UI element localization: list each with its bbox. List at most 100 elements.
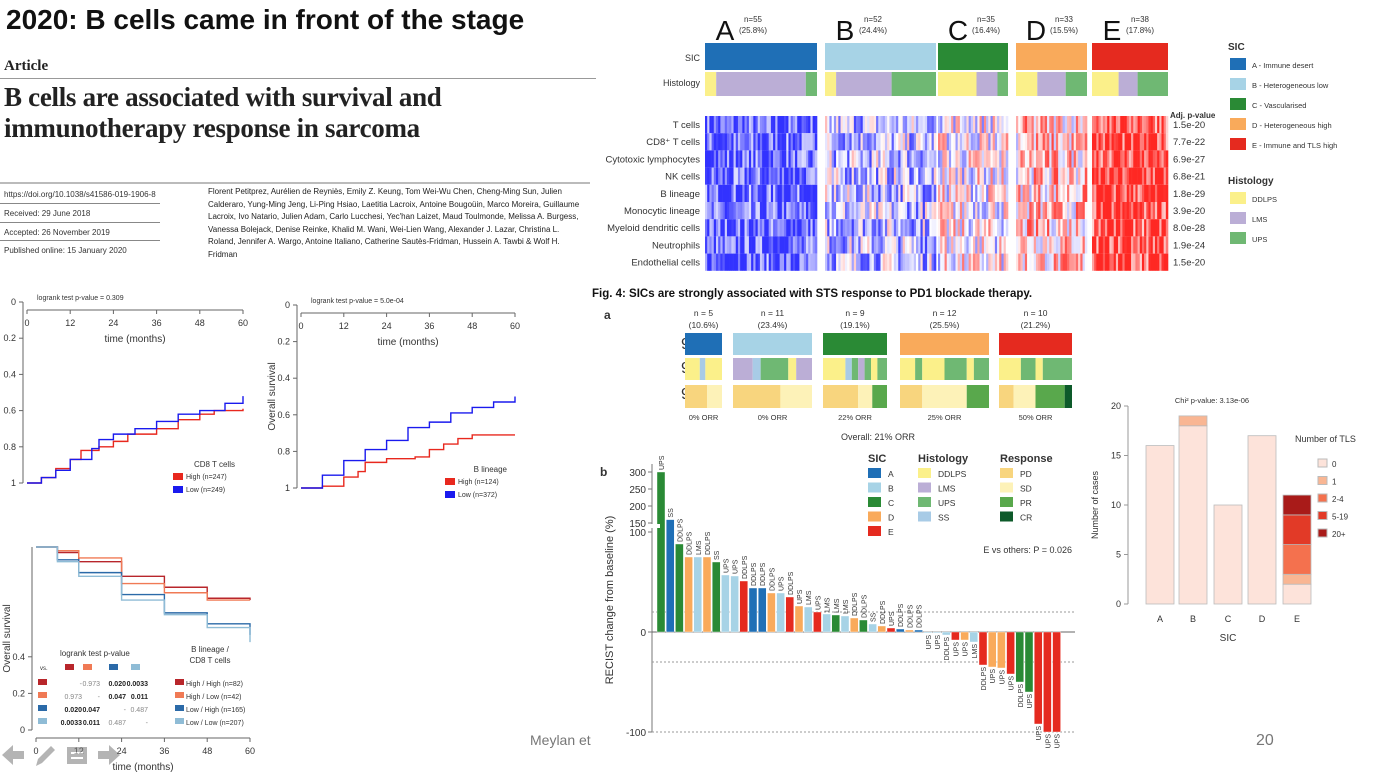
pvalue-row-swatch	[38, 679, 47, 685]
heatmap-cell	[759, 116, 763, 134]
heatmap-cell	[973, 253, 976, 271]
overall-orr: Overall: 21% ORR	[841, 432, 916, 442]
bar-histology-label: UPS	[797, 589, 804, 604]
heatmap-cell	[1122, 253, 1125, 271]
heatmap-cell	[1018, 116, 1021, 134]
heatmap-cell	[1069, 202, 1072, 220]
heatmap-cell	[1071, 202, 1074, 220]
heatmap-cell	[992, 219, 996, 237]
heatmap-cell	[1001, 116, 1004, 134]
heatmap-cell	[831, 202, 835, 220]
legend-label: SD	[1020, 484, 1032, 494]
heatmap-cell	[878, 236, 881, 254]
heatmap-cell	[711, 236, 715, 254]
heatmap-cell	[735, 253, 739, 271]
bar-histology-label: LMS	[843, 599, 850, 614]
heatmap-cell	[1139, 150, 1143, 168]
heatmap-cell	[849, 202, 852, 220]
waterfall-bar	[942, 631, 951, 636]
heatmap-cell	[795, 219, 798, 237]
heatmap-cell	[799, 236, 802, 254]
legend-swatch	[1000, 482, 1013, 493]
heatmap-cell	[1118, 253, 1121, 271]
heatmap-cell	[869, 253, 872, 271]
notes-icon[interactable]	[64, 742, 90, 768]
heatmap-cell	[1027, 219, 1030, 237]
heatmap-cell	[988, 167, 991, 185]
legend-swatch	[868, 497, 881, 507]
stacked-bar-segment	[1282, 573, 1312, 585]
group-n: n = 10	[1024, 308, 1048, 318]
waterfall-bar	[840, 615, 850, 633]
heatmap-cell	[1005, 150, 1009, 168]
heatmap-cell	[856, 133, 859, 151]
legend-swatch	[1000, 497, 1013, 507]
heatmap-cell	[731, 202, 734, 220]
heatmap-cell	[808, 219, 811, 237]
heatmap-cell	[748, 150, 752, 168]
bar-histology-label: LMS	[834, 598, 841, 613]
heatmap-cell	[1135, 236, 1138, 254]
heatmap-cell	[1040, 116, 1043, 134]
legend-swatch	[1317, 511, 1328, 520]
heatmap-cell	[962, 184, 965, 202]
legend-label: DDLPS	[938, 469, 967, 479]
heatmap-cell	[1150, 219, 1154, 237]
pen-icon[interactable]	[32, 742, 58, 768]
heatmap-cell	[836, 219, 839, 237]
legend-swatch	[173, 486, 183, 493]
heatmap-cell	[981, 133, 985, 151]
heatmap-cell	[1115, 167, 1119, 185]
next-arrow-icon[interactable]	[96, 742, 122, 768]
heatmap-cell	[833, 236, 837, 254]
heatmap-cell	[907, 133, 910, 151]
heatmap-cell	[867, 133, 870, 151]
heatmap-cell	[764, 167, 767, 185]
heatmap-cell	[1042, 253, 1046, 271]
heatmap-cell	[1080, 253, 1083, 271]
logrank-annotation: logrank test p-value = 0.309	[37, 295, 124, 302]
bar-histology-label: DDLPS	[705, 531, 712, 555]
heatmap-cell	[715, 253, 719, 271]
heatmap-cell	[1120, 236, 1123, 254]
heatmap-cell	[860, 116, 864, 134]
heatmap-cell	[842, 202, 846, 220]
heatmap-cell	[724, 184, 728, 202]
heatmap-cell	[882, 253, 886, 271]
heatmap-cell	[1062, 219, 1066, 237]
heatmap-cell	[1058, 116, 1061, 134]
heatmap-cell	[1152, 253, 1156, 271]
heatmap-cell	[983, 116, 987, 134]
heatmap-cell	[781, 133, 785, 151]
x-tick-label: 48	[467, 321, 477, 331]
heatmap-cell	[878, 253, 881, 271]
heatmap-cell	[862, 236, 866, 254]
legend-label: PD	[1020, 469, 1032, 479]
heatmap-cell	[931, 253, 935, 271]
heatmap-cell	[876, 133, 879, 151]
heatmap-cell	[1146, 219, 1149, 237]
previous-arrow-icon[interactable]	[0, 742, 26, 768]
heatmap-cell	[740, 184, 743, 202]
heatmap-cell	[829, 133, 832, 151]
heatmap-cell	[1051, 150, 1055, 168]
heatmap-cell	[825, 167, 828, 185]
heatmap-cell	[759, 219, 763, 237]
y-tick-label: 200	[629, 502, 646, 513]
heatmap-cell	[944, 202, 948, 220]
heatmap-cell	[858, 236, 861, 254]
y-tick-label: 300	[629, 468, 646, 479]
heatmap-cell	[715, 184, 719, 202]
heatmap-cell	[1047, 236, 1050, 254]
pvalue-cell: -	[80, 681, 83, 688]
heatmap-cell	[1016, 116, 1019, 134]
heatmap-cell	[873, 219, 877, 237]
heatmap-cell	[1078, 219, 1081, 237]
sic-bar	[825, 43, 936, 70]
heatmap-cell	[977, 184, 980, 202]
heatmap-cell	[840, 253, 844, 271]
doi-link[interactable]: https://doi.org/10.1038/s41586-019-1906-…	[4, 190, 156, 199]
legend-swatch	[918, 482, 931, 493]
heatmap-cell	[1126, 133, 1130, 151]
sic-bar	[685, 333, 722, 355]
